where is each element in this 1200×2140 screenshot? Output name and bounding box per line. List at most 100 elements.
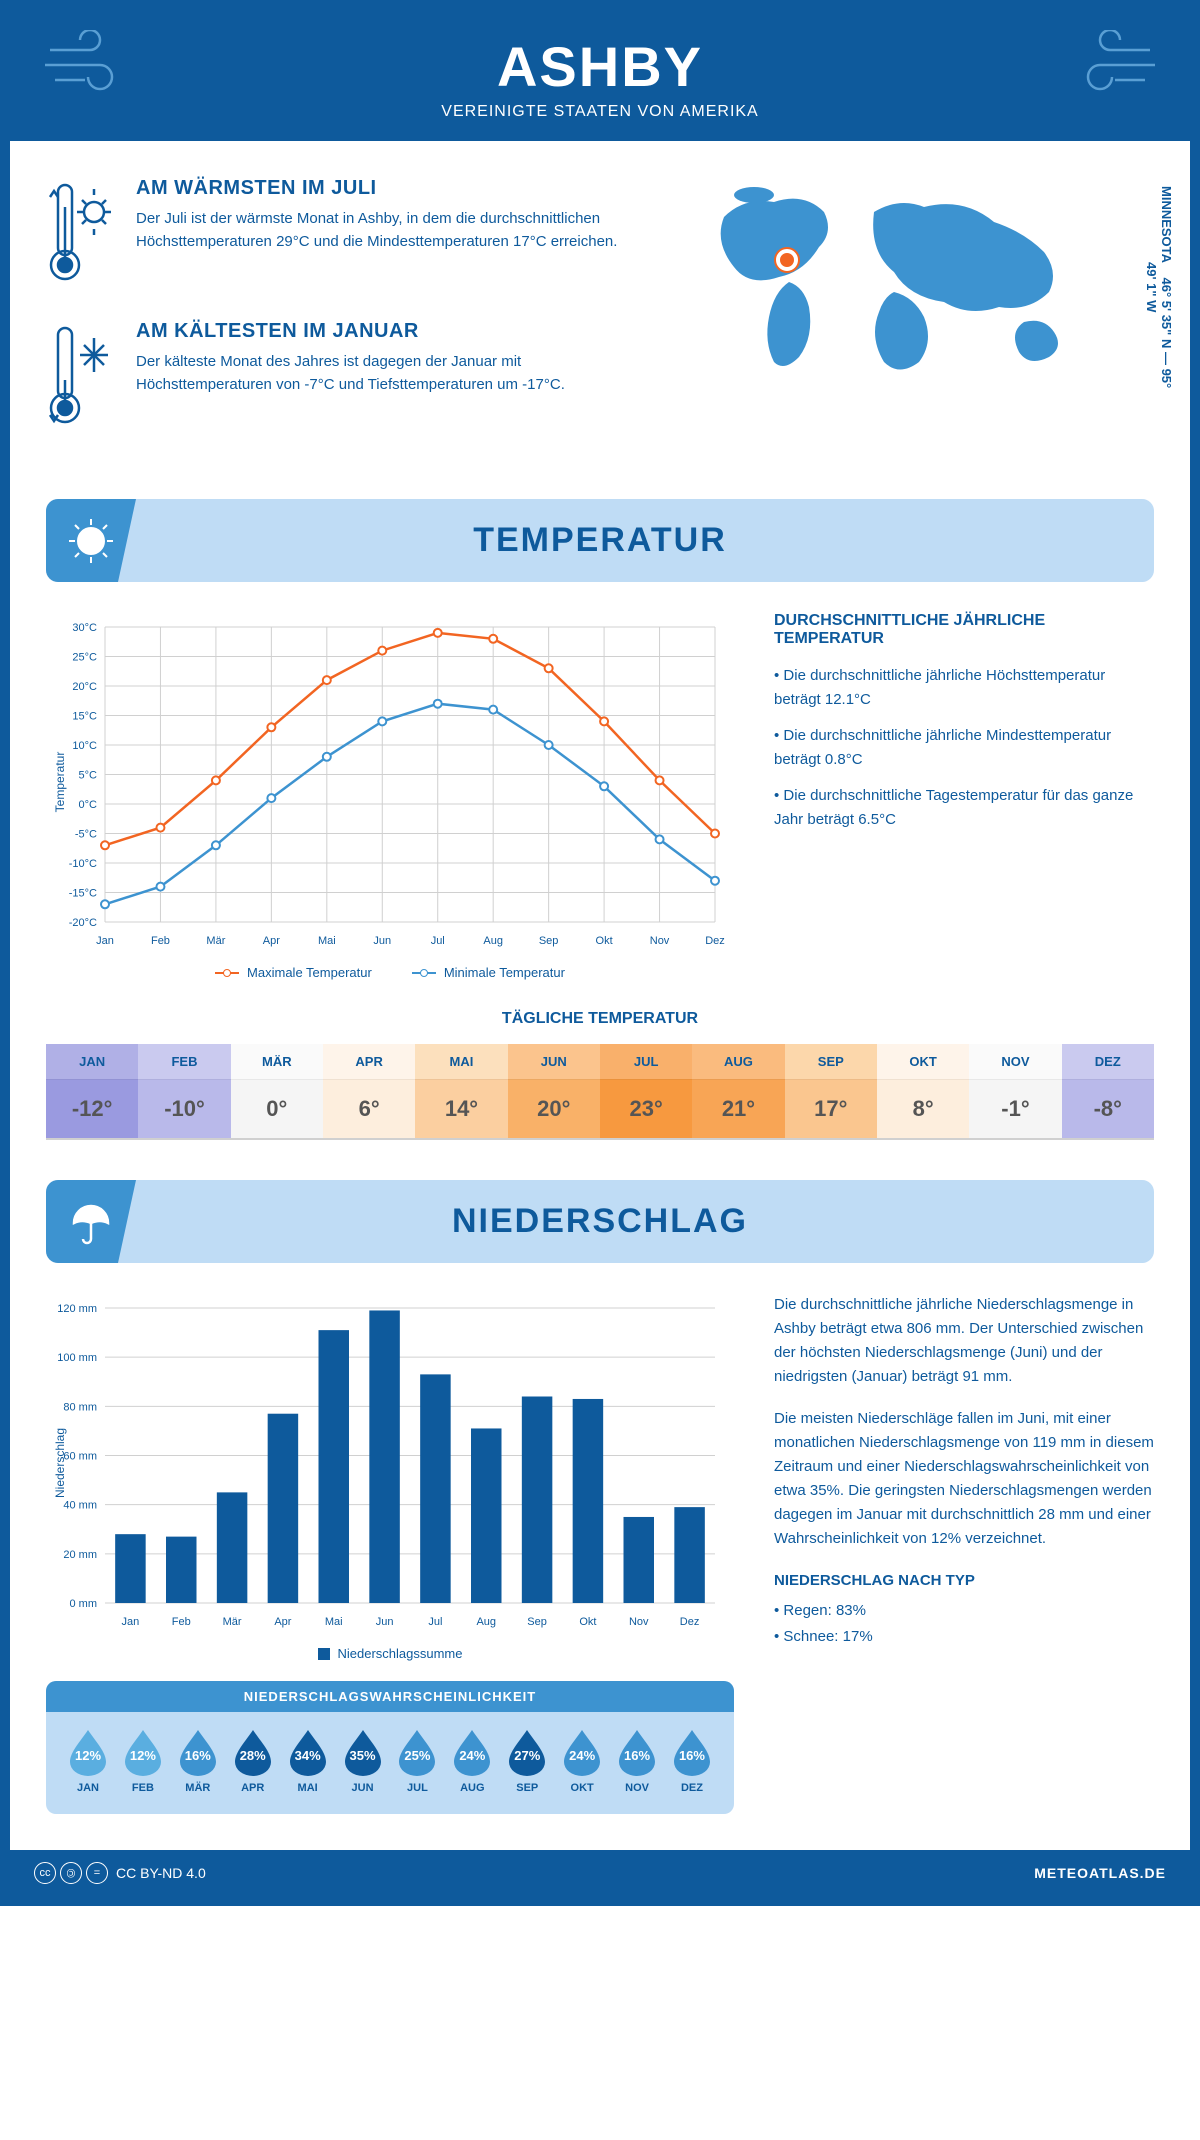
precipitation-legend: Niederschlagssumme <box>46 1646 734 1661</box>
cc-icons: cc🄯= <box>34 1862 108 1884</box>
footer: cc🄯= CC BY-ND 4.0 METEOATLAS.DE <box>10 1850 1190 1896</box>
nd-icon: = <box>86 1862 108 1884</box>
svg-text:Jul: Jul <box>428 1616 442 1628</box>
thermometer-cold-icon <box>46 320 116 435</box>
daily-temp-cell: MÄR0° <box>231 1044 323 1138</box>
coldest-title: AM KÄLTESTEN IM JANUAR <box>136 320 654 343</box>
prob-cell: 24%AUG <box>448 1726 496 1794</box>
coldest-block: AM KÄLTESTEN IM JANUAR Der kälteste Mona… <box>46 320 654 435</box>
daily-temp-cell: NOV-1° <box>969 1044 1061 1138</box>
daily-temp-table: JAN-12°FEB-10°MÄR0°APR6°MAI14°JUN20°JUL2… <box>46 1044 1154 1140</box>
wind-icon <box>1070 30 1160 105</box>
svg-text:25°C: 25°C <box>72 652 97 664</box>
daily-temp-cell: DEZ-8° <box>1062 1044 1154 1138</box>
svg-text:15°C: 15°C <box>72 711 97 723</box>
daily-temp-cell: JAN-12° <box>46 1044 138 1138</box>
prob-cell: 16%NOV <box>613 1726 661 1794</box>
svg-text:20°C: 20°C <box>72 681 97 693</box>
svg-text:60 mm: 60 mm <box>63 1451 97 1463</box>
svg-text:30°C: 30°C <box>72 622 97 634</box>
svg-text:Okt: Okt <box>596 935 613 947</box>
svg-text:20 mm: 20 mm <box>63 1549 97 1561</box>
daily-temp-cell: AUG21° <box>692 1044 784 1138</box>
svg-text:Dez: Dez <box>705 935 725 947</box>
svg-text:40 mm: 40 mm <box>63 1500 97 1512</box>
svg-text:Mai: Mai <box>318 935 336 947</box>
svg-text:Feb: Feb <box>151 935 170 947</box>
svg-text:Jan: Jan <box>122 1616 140 1628</box>
svg-text:Temperatur: Temperatur <box>53 752 67 813</box>
warmest-text: Der Juli ist der wärmste Monat in Ashby,… <box>136 208 654 253</box>
svg-text:Jun: Jun <box>373 935 391 947</box>
svg-text:Mai: Mai <box>325 1616 343 1628</box>
precip-section-title: NIEDERSCHLAG <box>46 1180 1154 1263</box>
daily-temp-cell: SEP17° <box>785 1044 877 1138</box>
header: ASHBY VEREINIGTE STAATEN VON AMERIKA <box>10 10 1190 141</box>
svg-text:Apr: Apr <box>263 935 280 947</box>
svg-text:Mär: Mär <box>206 935 225 947</box>
svg-text:Nov: Nov <box>629 1616 649 1628</box>
license-text: CC BY-ND 4.0 <box>116 1865 206 1881</box>
prob-cell: 16%MÄR <box>174 1726 222 1794</box>
daily-temp-cell: JUN20° <box>508 1044 600 1138</box>
svg-text:-15°C: -15°C <box>69 888 97 900</box>
svg-text:-10°C: -10°C <box>69 858 97 870</box>
prob-cell: 25%JUL <box>393 1726 441 1794</box>
svg-text:-5°C: -5°C <box>75 829 97 841</box>
temperature-legend: Maximale Temperatur Minimale Temperatur <box>46 965 734 980</box>
temperature-section-title: TEMPERATUR <box>46 499 1154 582</box>
svg-text:Aug: Aug <box>483 935 503 947</box>
svg-text:10°C: 10°C <box>72 740 97 752</box>
precipitation-info: Die durchschnittliche jährliche Niedersc… <box>774 1293 1154 1814</box>
warmest-block: AM WÄRMSTEN IM JULI Der Juli ist der wär… <box>46 177 654 292</box>
map-marker-icon <box>776 249 798 271</box>
svg-text:Mär: Mär <box>223 1616 242 1628</box>
world-map: MINNESOTA 46° 5' 35" N — 95° 49' 1" W <box>694 177 1154 463</box>
prob-cell: 24%OKT <box>558 1726 606 1794</box>
svg-text:120 mm: 120 mm <box>57 1303 97 1315</box>
page-title: ASHBY <box>10 34 1190 99</box>
svg-text:Jan: Jan <box>96 935 114 947</box>
daily-temp-cell: MAI14° <box>415 1044 507 1138</box>
daily-temp-title: TÄGLICHE TEMPERATUR <box>46 1010 1154 1028</box>
wind-icon <box>40 30 130 105</box>
svg-text:Feb: Feb <box>172 1616 191 1628</box>
by-icon: 🄯 <box>60 1862 82 1884</box>
svg-text:Nov: Nov <box>650 935 670 947</box>
thermometer-hot-icon <box>46 177 116 292</box>
prob-cell: 16%DEZ <box>668 1726 716 1794</box>
site-name: METEOATLAS.DE <box>1034 1865 1166 1881</box>
svg-text:-20°C: -20°C <box>69 917 97 929</box>
temperature-info: DURCHSCHNITTLICHE JÄHRLICHE TEMPERATUR •… <box>774 612 1154 980</box>
daily-temp-cell: JUL23° <box>600 1044 692 1138</box>
daily-temp-cell: FEB-10° <box>138 1044 230 1138</box>
warmest-title: AM WÄRMSTEN IM JULI <box>136 177 654 200</box>
svg-text:Jun: Jun <box>376 1616 394 1628</box>
umbrella-icon <box>46 1180 136 1263</box>
daily-temp-cell: OKT8° <box>877 1044 969 1138</box>
page-subtitle: VEREINIGTE STAATEN VON AMERIKA <box>10 103 1190 121</box>
svg-text:5°C: 5°C <box>79 770 98 782</box>
prob-cell: 35%JUN <box>339 1726 387 1794</box>
svg-text:80 mm: 80 mm <box>63 1401 97 1413</box>
precipitation-bar-chart: 0 mm 20 mm 40 mm 60 mm 80 mm 100 mm 120 mm Jan F… <box>46 1293 734 1661</box>
svg-text:Sep: Sep <box>539 935 559 947</box>
prob-cell: 28%APR <box>229 1726 277 1794</box>
prob-cell: 12%FEB <box>119 1726 167 1794</box>
cc-icon: cc <box>34 1862 56 1884</box>
svg-text:Apr: Apr <box>274 1616 291 1628</box>
svg-text:Okt: Okt <box>579 1616 596 1628</box>
svg-text:100 mm: 100 mm <box>57 1352 97 1364</box>
coldest-text: Der kälteste Monat des Jahres ist dagege… <box>136 351 654 396</box>
svg-text:Niederschlag: Niederschlag <box>53 1428 67 1498</box>
prob-cell: 27%SEP <box>503 1726 551 1794</box>
daily-temp-cell: APR6° <box>323 1044 415 1138</box>
svg-text:Jul: Jul <box>431 935 445 947</box>
coordinates: MINNESOTA 46° 5' 35" N — 95° 49' 1" W <box>1144 177 1174 397</box>
svg-text:0 mm: 0 mm <box>70 1598 98 1610</box>
svg-text:Sep: Sep <box>527 1616 547 1628</box>
svg-text:Aug: Aug <box>476 1616 496 1628</box>
svg-text:Dez: Dez <box>680 1616 700 1628</box>
svg-text:0°C: 0°C <box>79 799 98 811</box>
sun-icon <box>46 499 136 582</box>
